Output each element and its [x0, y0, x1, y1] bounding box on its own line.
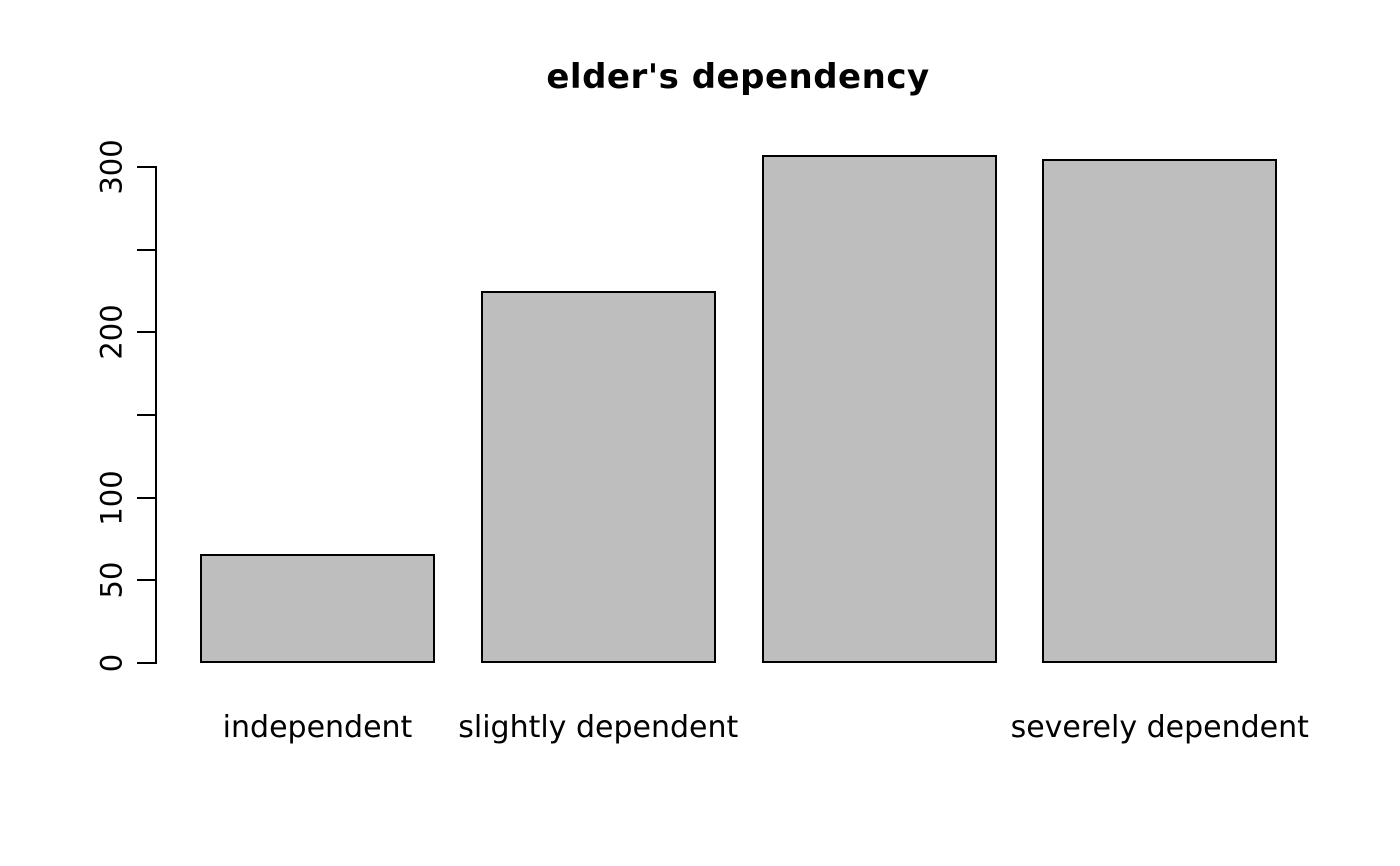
- y-tick-mark: [137, 331, 157, 334]
- y-tick-mark: [137, 579, 157, 582]
- bar: [1042, 159, 1277, 663]
- bar: [200, 554, 435, 663]
- y-tick-label: 100: [94, 469, 129, 526]
- y-tick-mark: [137, 166, 157, 168]
- bar: [762, 155, 997, 663]
- chart-title: elder's dependency: [546, 57, 930, 97]
- x-axis-label: slightly dependent: [458, 710, 739, 745]
- y-tick-mark: [137, 248, 157, 251]
- x-axis-label: severely dependent: [1010, 710, 1309, 745]
- y-tick-mark: [137, 496, 157, 499]
- y-tick-label: 50: [94, 561, 129, 599]
- y-tick-label: 300: [94, 139, 129, 195]
- bar: [481, 291, 716, 663]
- y-tick-mark: [137, 662, 157, 664]
- y-tick-label: 0: [94, 653, 129, 673]
- y-tick-mark: [137, 414, 157, 416]
- y-tick-label: 200: [94, 304, 129, 361]
- x-axis-label: independent: [222, 710, 413, 745]
